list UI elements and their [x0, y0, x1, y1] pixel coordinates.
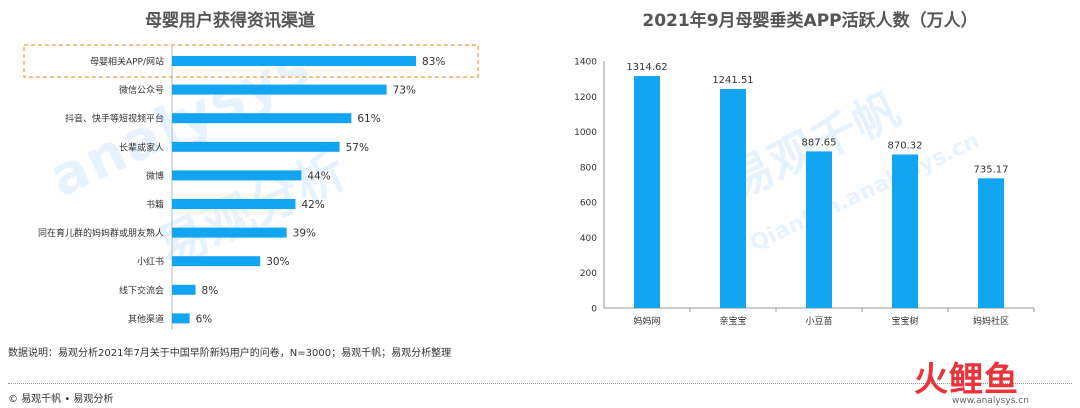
- left-category-label: 长辈或家人: [119, 141, 164, 153]
- left-value-label: 6%: [196, 313, 213, 325]
- left-value-label: 44%: [307, 170, 330, 182]
- right-category-label: 宝宝树: [891, 315, 918, 327]
- logo-text: 火鲤鱼: [914, 360, 1019, 400]
- right-y-tick-label: 1200: [574, 93, 597, 103]
- left-category-label: 微博: [146, 170, 164, 182]
- left-category-label: 同在育儿群的妈妈群或朋友熟人: [38, 227, 164, 239]
- left-category-label: 母婴相关APP/网站: [90, 56, 164, 68]
- right-y-tick-label: 0: [591, 305, 597, 315]
- right-value-label: 887.65: [802, 137, 837, 148]
- left-category-label: 微信公众号: [119, 84, 164, 96]
- left-bar: [172, 170, 302, 181]
- left-bar: [172, 141, 340, 152]
- left-value-label: 83%: [422, 56, 445, 68]
- left-category-label: 其他渠道: [128, 313, 164, 325]
- right-category-label: 妈妈网: [633, 315, 660, 327]
- right-category-label: 妈妈社区: [973, 315, 1009, 327]
- right-bar: [720, 88, 746, 309]
- right-value-label: 870.32: [888, 140, 923, 151]
- footer-copyright: © 易观千帆 • 易观分析: [8, 394, 114, 405]
- right-chart-title: 2021年9月母婴垂类APP活跃人数（万人）: [642, 11, 978, 31]
- right-value-label: 1314.62: [626, 62, 667, 73]
- right-y-tick-label: 1400: [574, 58, 597, 68]
- left-value-label: 39%: [293, 228, 316, 240]
- right-value-label: 1241.51: [712, 75, 753, 86]
- right-vertical-bar-chart: 0 200 400 600 800 1000 1200 1400 1314.62 妈妈网 1241.…: [574, 58, 1035, 327]
- left-value-label: 73%: [393, 85, 416, 97]
- brand-logo: 火鲤鱼 www.analysys.cn: [908, 362, 1058, 406]
- left-bar: [172, 84, 387, 95]
- left-bar: [172, 256, 261, 267]
- right-y-tick-label: 800: [580, 163, 597, 173]
- left-value-label: 30%: [266, 256, 289, 268]
- right-bar: [634, 76, 660, 308]
- left-category-label: 线下交流会: [119, 284, 164, 296]
- left-bar: [172, 113, 352, 124]
- right-bar: [806, 151, 832, 308]
- right-y-tick-label: 200: [580, 269, 597, 279]
- right-category-label: 亲宝宝: [719, 315, 746, 327]
- right-category-label: 小豆苗: [805, 316, 832, 327]
- data-note: 数据说明：易观分析2021年7月关于中国早阶新妈用户的问卷，N=3000；易观千…: [8, 348, 452, 359]
- left-category-label: 书籍: [146, 199, 164, 211]
- left-value-label: 61%: [357, 113, 380, 125]
- left-chart-title: 母婴用户获得资讯渠道: [145, 11, 315, 31]
- left-value-label: 42%: [301, 199, 324, 211]
- left-bar: [172, 56, 417, 66]
- left-category-label: 抖音、快手等短视频平台: [65, 113, 164, 125]
- right-bar: [892, 154, 918, 308]
- highlight-box: [23, 44, 479, 78]
- right-y-tick-label: 1000: [574, 128, 597, 138]
- left-horizontal-bar-chart: 母婴相关APP/网站 83% 微信公众号 73% 抖音、快手等短视频平台 61% 长辈或家人…: [23, 44, 479, 330]
- left-category-label: 小红书: [137, 256, 164, 268]
- right-value-label: 735.17: [974, 164, 1009, 175]
- logo-url: www.analysys.cn: [952, 396, 1029, 406]
- left-bar: [172, 284, 196, 295]
- footer-divider: [8, 383, 1072, 384]
- right-bar: [978, 178, 1004, 308]
- right-y-tick-label: 600: [580, 199, 597, 209]
- right-y-tick-label: 400: [580, 234, 597, 244]
- left-bar: [172, 227, 287, 238]
- left-bar: [172, 199, 296, 209]
- left-value-label: 57%: [346, 142, 369, 154]
- left-value-label: 8%: [202, 285, 219, 297]
- left-bar: [172, 313, 190, 324]
